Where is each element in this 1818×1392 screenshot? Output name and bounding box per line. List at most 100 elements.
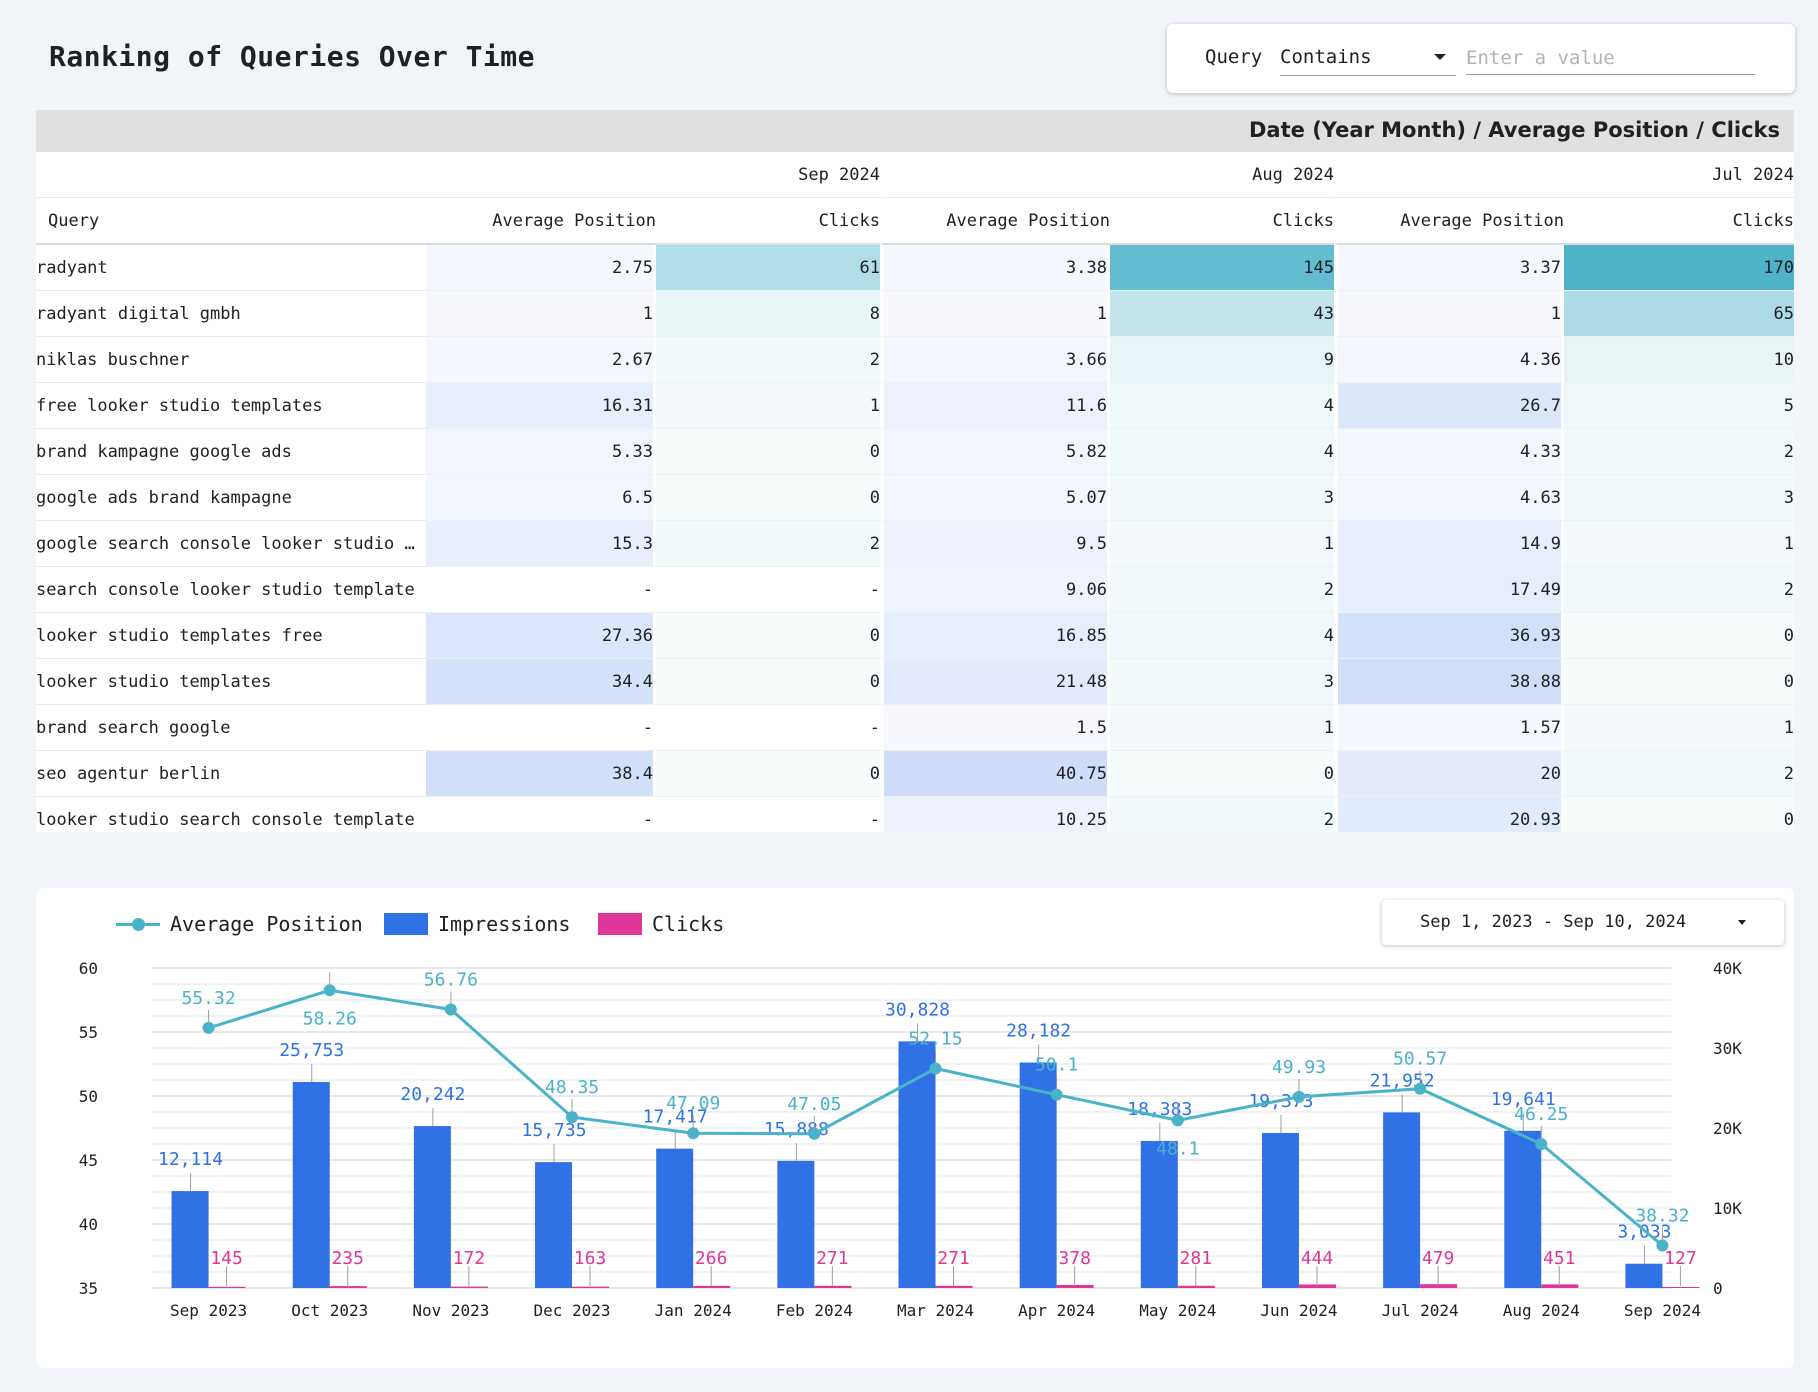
table-row[interactable]: search console looker studio template - -9… [36,567,1794,613]
filter-operator-value: Contains [1280,46,1372,68]
table-row[interactable]: brand search google - -1.5 1 1.57 1 [36,705,1794,751]
query-cell[interactable]: radyant [36,245,426,291]
filter-operator-dropdown[interactable]: Contains [1280,41,1456,76]
x-axis-tick: Nov 2023 [412,1301,489,1320]
average-position-cell: 36.93 [1334,613,1564,659]
left-axis-tick: 40 [79,1215,98,1234]
column-header-average-position[interactable]: Average Position [1334,198,1564,245]
average-position-point [929,1062,942,1075]
clicks-data-label: 235 [331,1248,364,1269]
impressions-bar [1140,1140,1178,1288]
table-row[interactable]: seo agentur berlin 38.4 0 40.75 0 20 2 [36,751,1794,797]
clicks-cell: 0 [1564,797,1794,832]
table-row[interactable]: niklas buschner 2.67 2 3.66 9 4.36 10 [36,337,1794,383]
query-cell[interactable]: niklas buschner [36,337,426,383]
clicks-cell: 61 [656,245,880,291]
query-cell[interactable]: google ads brand kampagne [36,475,426,521]
clicks-data-label: 378 [1058,1248,1091,1269]
query-cell[interactable]: free looker studio templates [36,383,426,429]
legend-average-position[interactable]: Average Position [116,912,363,936]
x-axis-tick: Aug 2024 [1503,1301,1580,1320]
query-cell[interactable]: brand search google [36,705,426,751]
table-row[interactable]: looker studio templates free 27.36 0 16.85 4… [36,613,1794,659]
average-position-data-label: 47.05 [787,1094,841,1115]
average-position-point [566,1111,579,1124]
table-row[interactable]: free looker studio templates 16.31 1 11.6 4 2… [36,383,1794,429]
average-position-data-label: 50.1 [1035,1055,1078,1076]
pivot-grid: Sep 2024 Aug 2024 Jul 2024 Query Average… [36,152,1794,832]
query-cell[interactable]: looker studio search console template [36,797,426,832]
clicks-bar [329,1286,367,1288]
table-row[interactable]: google search console looker studio … 15.… [36,521,1794,567]
query-cell[interactable]: seo agentur berlin [36,751,426,797]
clicks-cell: 4 [1110,613,1334,659]
table-row[interactable]: google ads brand kampagne 6.5 0 5.07 3 4.63 3 [36,475,1794,521]
month-header[interactable]: Jul 2024 [1334,152,1794,198]
query-filter: Query Contains [1167,24,1795,93]
clicks-bar [1662,1286,1700,1288]
clicks-cell: 0 [1110,751,1334,797]
left-axis-tick: 50 [79,1087,98,1106]
table-row[interactable]: radyant 2.75 61 3.38 145 3.37 170 [36,245,1794,291]
clicks-cell: 5 [1564,383,1794,429]
x-axis-tick: Jan 2024 [655,1301,732,1320]
column-header-clicks[interactable]: Clicks [1564,198,1794,245]
average-position-cell: 20.93 [1334,797,1564,832]
column-header-clicks[interactable]: Clicks [656,198,880,245]
month-header[interactable]: Sep 2024 [426,152,880,198]
average-position-cell: 3.66 [880,337,1110,383]
clicks-cell: 3 [1110,475,1334,521]
average-position-data-label: 55.32 [181,988,235,1009]
table-row[interactable]: looker studio templates 34.4 0 21.48 3 38.88 0 [36,659,1794,705]
average-position-cell: 10.25 [880,797,1110,832]
date-range-picker[interactable]: Sep 1, 2023 - Sep 10, 2024 [1382,900,1784,945]
table-row[interactable]: brand kampagne google ads 5.33 0 5.82 4 4.33 2 [36,429,1794,475]
left-axis-tick: 55 [79,1023,98,1042]
column-header-average-position[interactable]: Average Position [426,198,656,245]
impressions-data-label: 12,114 [158,1149,223,1170]
impressions-data-label: 30,828 [885,999,950,1020]
legend-clicks[interactable]: Clicks [598,912,724,936]
average-position-cell: 5.33 [426,429,656,475]
right-axis-tick: 30K [1713,1039,1742,1058]
query-cell[interactable]: looker studio templates free [36,613,426,659]
average-position-point [1171,1114,1184,1127]
average-position-cell: 1.5 [880,705,1110,751]
query-cell[interactable]: brand kampagne google ads [36,429,426,475]
legend-impressions[interactable]: Impressions [384,912,570,936]
impressions-data-label: 17,417 [643,1107,708,1128]
clicks-cell: 2 [656,521,880,567]
impressions-bar [1261,1133,1299,1288]
impressions-bar [413,1126,451,1288]
filter-value-input[interactable] [1466,41,1755,75]
query-cell[interactable]: looker studio templates [36,659,426,705]
month-header[interactable]: Aug 2024 [880,152,1334,198]
query-cell[interactable]: radyant digital gmbh [36,291,426,337]
clicks-cell: 0 [656,475,880,521]
query-cell[interactable]: google search console looker studio … [36,521,426,567]
impressions-data-label: 19,641 [1491,1089,1556,1110]
table-row[interactable]: radyant digital gmbh 1 8 1 43 1 65 [36,291,1794,337]
clicks-cell: 2 [1564,567,1794,613]
clicks-bar [1298,1284,1336,1288]
query-column-header[interactable]: Query [36,198,426,245]
right-axis-tick: 20K [1713,1119,1742,1138]
clicks-cell: - [656,797,880,832]
right-axis-tick: 10K [1713,1199,1742,1218]
table-row[interactable]: looker studio search console template - -1… [36,797,1794,832]
clicks-bar [1056,1284,1094,1288]
chart-card: Average Position Impressions Clicks Sep … [36,888,1794,1368]
column-header-clicks[interactable]: Clicks [1110,198,1334,245]
average-position-data-label: 47.09 [666,1093,720,1114]
average-position-cell: 1 [1334,291,1564,337]
average-position-cell: 1 [426,291,656,337]
query-cell[interactable]: search console looker studio template [36,567,426,613]
average-position-cell: 20 [1334,751,1564,797]
column-header-average-position[interactable]: Average Position [880,198,1110,245]
x-axis-tick: Sep 2024 [1624,1301,1701,1320]
clicks-cell: 0 [1564,613,1794,659]
clicks-data-label: 163 [574,1248,607,1269]
combo-chart: 35 40 45 50 55 60 0 10K 20K 30K 40K 12,114 145 Sep 20… [79,959,1743,1320]
clicks-cell: 10 [1564,337,1794,383]
average-position-point [687,1127,700,1140]
